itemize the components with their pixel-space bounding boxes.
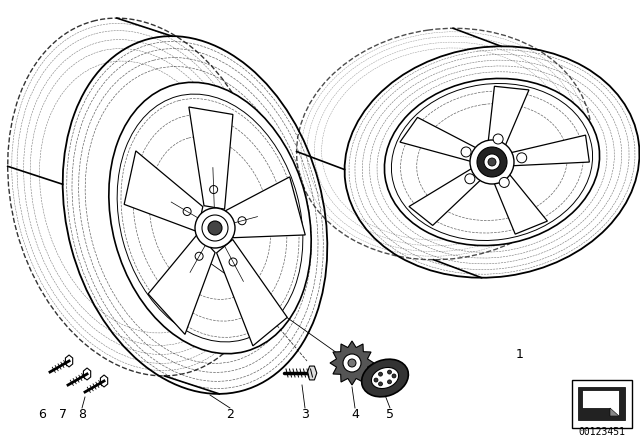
Polygon shape bbox=[487, 86, 529, 153]
Circle shape bbox=[378, 372, 383, 376]
Text: 1: 1 bbox=[516, 349, 524, 362]
Polygon shape bbox=[409, 165, 488, 225]
Text: 4: 4 bbox=[351, 409, 359, 422]
Ellipse shape bbox=[371, 367, 399, 388]
Polygon shape bbox=[400, 117, 484, 163]
Circle shape bbox=[470, 140, 514, 184]
Circle shape bbox=[378, 382, 383, 386]
Text: 00123451: 00123451 bbox=[579, 427, 625, 437]
Text: 5: 5 bbox=[386, 409, 394, 422]
Text: 6: 6 bbox=[38, 409, 46, 422]
Text: 3: 3 bbox=[301, 409, 309, 422]
Polygon shape bbox=[189, 107, 233, 209]
Circle shape bbox=[195, 208, 235, 248]
Circle shape bbox=[488, 158, 496, 166]
Text: 7: 7 bbox=[59, 409, 67, 422]
Text: 8: 8 bbox=[78, 409, 86, 422]
Circle shape bbox=[493, 134, 503, 144]
Bar bbox=[572, 380, 632, 428]
Circle shape bbox=[387, 370, 392, 374]
Polygon shape bbox=[226, 177, 305, 238]
Circle shape bbox=[484, 154, 500, 170]
Circle shape bbox=[461, 147, 471, 157]
Circle shape bbox=[208, 221, 222, 235]
Polygon shape bbox=[124, 151, 203, 232]
Ellipse shape bbox=[109, 82, 311, 353]
Ellipse shape bbox=[385, 78, 600, 246]
Polygon shape bbox=[610, 408, 619, 416]
Polygon shape bbox=[330, 341, 374, 385]
Text: 2: 2 bbox=[226, 409, 234, 422]
Polygon shape bbox=[582, 390, 619, 416]
Ellipse shape bbox=[362, 359, 408, 397]
Circle shape bbox=[499, 177, 509, 187]
Circle shape bbox=[477, 147, 507, 177]
Polygon shape bbox=[307, 366, 317, 380]
Circle shape bbox=[374, 378, 378, 382]
Circle shape bbox=[348, 359, 356, 367]
Circle shape bbox=[392, 374, 396, 378]
Polygon shape bbox=[216, 240, 287, 346]
Polygon shape bbox=[578, 387, 625, 420]
Polygon shape bbox=[148, 234, 215, 334]
Polygon shape bbox=[504, 135, 589, 166]
Circle shape bbox=[387, 380, 392, 384]
Circle shape bbox=[343, 354, 361, 372]
Circle shape bbox=[516, 153, 527, 163]
Polygon shape bbox=[490, 168, 547, 234]
Circle shape bbox=[465, 174, 475, 184]
